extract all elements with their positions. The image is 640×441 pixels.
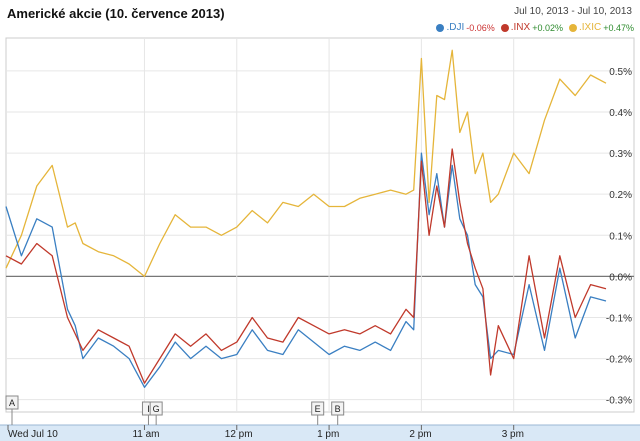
legend-item-inx[interactable]: .INX +0.02% [500, 22, 563, 33]
chart-title: Americké akcie (10. července 2013) [7, 6, 225, 21]
event-marker-label: G [153, 404, 160, 414]
legend-change-inx: +0.02% [532, 22, 563, 33]
legend-change-ixic: +0.47% [603, 22, 634, 33]
x-tick-label: 2 pm [409, 429, 431, 440]
event-marker-label: I [147, 404, 150, 414]
legend-dot-ixic [568, 23, 577, 32]
series-line-inx [5, 148, 607, 384]
event-marker-box [331, 401, 345, 416]
series-layer [5, 49, 607, 388]
event-marker-label: B [335, 404, 341, 414]
legend-symbol-inx: .INX [510, 22, 531, 33]
x-tick-label: 3 pm [502, 429, 524, 440]
series-line-ixic [5, 49, 607, 278]
legend-symbol-dji: .DJI [446, 22, 465, 33]
y-tick-label: 0.3% [609, 149, 632, 160]
event-marker-g[interactable]: G [149, 401, 163, 425]
series-line-dji [5, 152, 607, 388]
legend: .DJI -0.06% .INX +0.02% .IXIC +0.47% [436, 22, 634, 33]
event-marker-box [149, 401, 163, 416]
event-marker-box [5, 395, 19, 410]
event-marker-a[interactable]: A [5, 395, 19, 425]
legend-dot-inx [500, 23, 509, 32]
y-tick-label: -0.2% [606, 355, 632, 366]
y-tick-label: 0.1% [609, 231, 632, 242]
legend-dot-dji [436, 23, 445, 32]
legend-symbol-ixic: .IXIC [578, 22, 602, 33]
event-marker-layer: A I G E B [5, 395, 345, 425]
x-tick-label: 12 pm [225, 429, 253, 440]
event-marker-label: E [315, 404, 321, 414]
axis-layer: 0.5% 0.4% 0.3% 0.2% 0.1% 0.0% -0.1% -0.2% -0.3% W… [0, 67, 640, 441]
legend-change-dji: -0.06% [466, 22, 495, 33]
legend-item-ixic[interactable]: .IXIC +0.47% [568, 22, 634, 33]
y-tick-label: 0.2% [609, 190, 632, 201]
x-tick-label: 1 pm [317, 429, 339, 440]
event-marker-label: A [9, 398, 15, 408]
y-tick-label: 0.4% [609, 108, 632, 119]
grid-layer [5, 37, 635, 413]
event-marker-e[interactable]: E [311, 401, 325, 425]
plot-frame [5, 37, 635, 413]
legend-item-dji[interactable]: .DJI -0.06% [436, 22, 495, 33]
x-tick-label: 11 am [132, 429, 159, 440]
y-tick-label: -0.1% [606, 313, 632, 324]
event-marker-box [311, 401, 325, 416]
x-axis-band [0, 425, 640, 441]
y-tick-label: 0.0% [609, 272, 632, 283]
date-range[interactable]: Jul 10, 2013 - Jul 10, 2013 [514, 6, 632, 17]
y-tick-label: -0.3% [606, 396, 632, 407]
y-tick-label: 0.5% [609, 67, 632, 78]
event-marker-b[interactable]: B [331, 401, 345, 425]
x-tick-label: Wed Jul 10 [8, 429, 58, 440]
